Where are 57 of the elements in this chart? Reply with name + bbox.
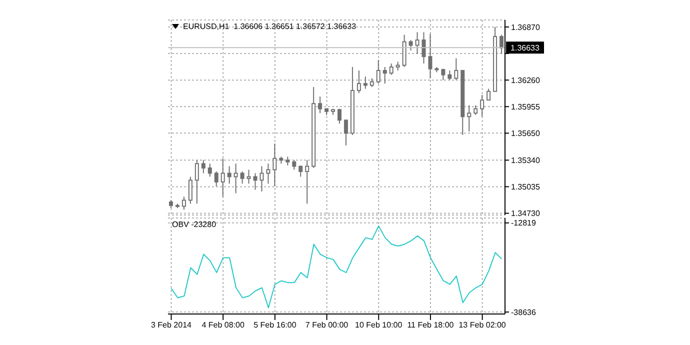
candlestick	[486, 88, 491, 101]
candlestick	[194, 160, 199, 204]
y-tick-label: 1.35035	[511, 182, 540, 192]
candlestick	[240, 170, 244, 184]
y-tick-label: 1.34730	[511, 209, 540, 218]
candlestick	[448, 70, 452, 81]
y-tick-label: 1.35650	[511, 129, 540, 138]
y-tick-label: 1.36870	[511, 22, 540, 32]
candlestick	[292, 160, 296, 170]
candlestick	[480, 94, 484, 118]
candlestick	[188, 176, 192, 204]
x-tick-label: 5 Feb 16:00	[254, 320, 297, 330]
candlestick	[344, 120, 348, 146]
candlestick	[253, 172, 258, 190]
candlestick	[305, 160, 310, 204]
candlestick	[272, 143, 277, 187]
candlestick	[382, 66, 387, 84]
y-tick-label: -38636	[511, 308, 536, 317]
candlestick	[422, 32, 426, 64]
candlestick	[474, 104, 478, 116]
candlestick	[318, 96, 322, 114]
y-tick-label: 1.35955	[511, 102, 540, 112]
ref-line-label: 1.36633	[510, 44, 540, 53]
candlestick	[363, 76, 368, 90]
candlestick	[389, 63, 394, 76]
candlestick	[201, 160, 206, 174]
y-tick-label: 1.35340	[511, 156, 540, 165]
candlestick	[298, 166, 303, 178]
candlestick	[454, 58, 458, 81]
candlestick	[338, 108, 342, 124]
chart-title: EURUSD,H1 1.36606 1.36651 1.36572 1.36633	[183, 22, 356, 31]
candlestick	[220, 158, 225, 198]
x-tick-label: 4 Feb 08:00	[202, 320, 245, 330]
y-tick-label: 1.36260	[511, 76, 540, 85]
candlestick	[182, 196, 186, 210]
x-tick-label: 11 Feb 18:00	[407, 320, 454, 330]
candlestick	[227, 166, 232, 184]
candlestick	[246, 169, 251, 184]
candlestick	[376, 60, 380, 84]
candlestick	[467, 104, 472, 132]
candlestick	[234, 163, 238, 194]
x-tick-label: 7 Feb 00:00	[305, 320, 349, 330]
candlestick	[266, 163, 270, 184]
candlestick	[415, 32, 420, 54]
candlestick	[214, 170, 218, 187]
candlestick	[356, 70, 361, 94]
candlestick	[408, 40, 413, 51]
candlestick	[428, 33, 432, 79]
candlestick	[402, 34, 406, 68]
x-tick-label: 3 Feb 2014	[151, 320, 192, 330]
y-tick-label: -12819	[511, 218, 536, 228]
x-tick-label: 13 Feb 02:00	[458, 320, 506, 330]
chart-title: OBV -23280	[172, 220, 216, 229]
candlestick	[208, 163, 212, 178]
candlestick	[500, 34, 504, 54]
candlestick	[260, 166, 264, 192]
x-tick-label: 10 Feb 10:00	[355, 320, 403, 330]
